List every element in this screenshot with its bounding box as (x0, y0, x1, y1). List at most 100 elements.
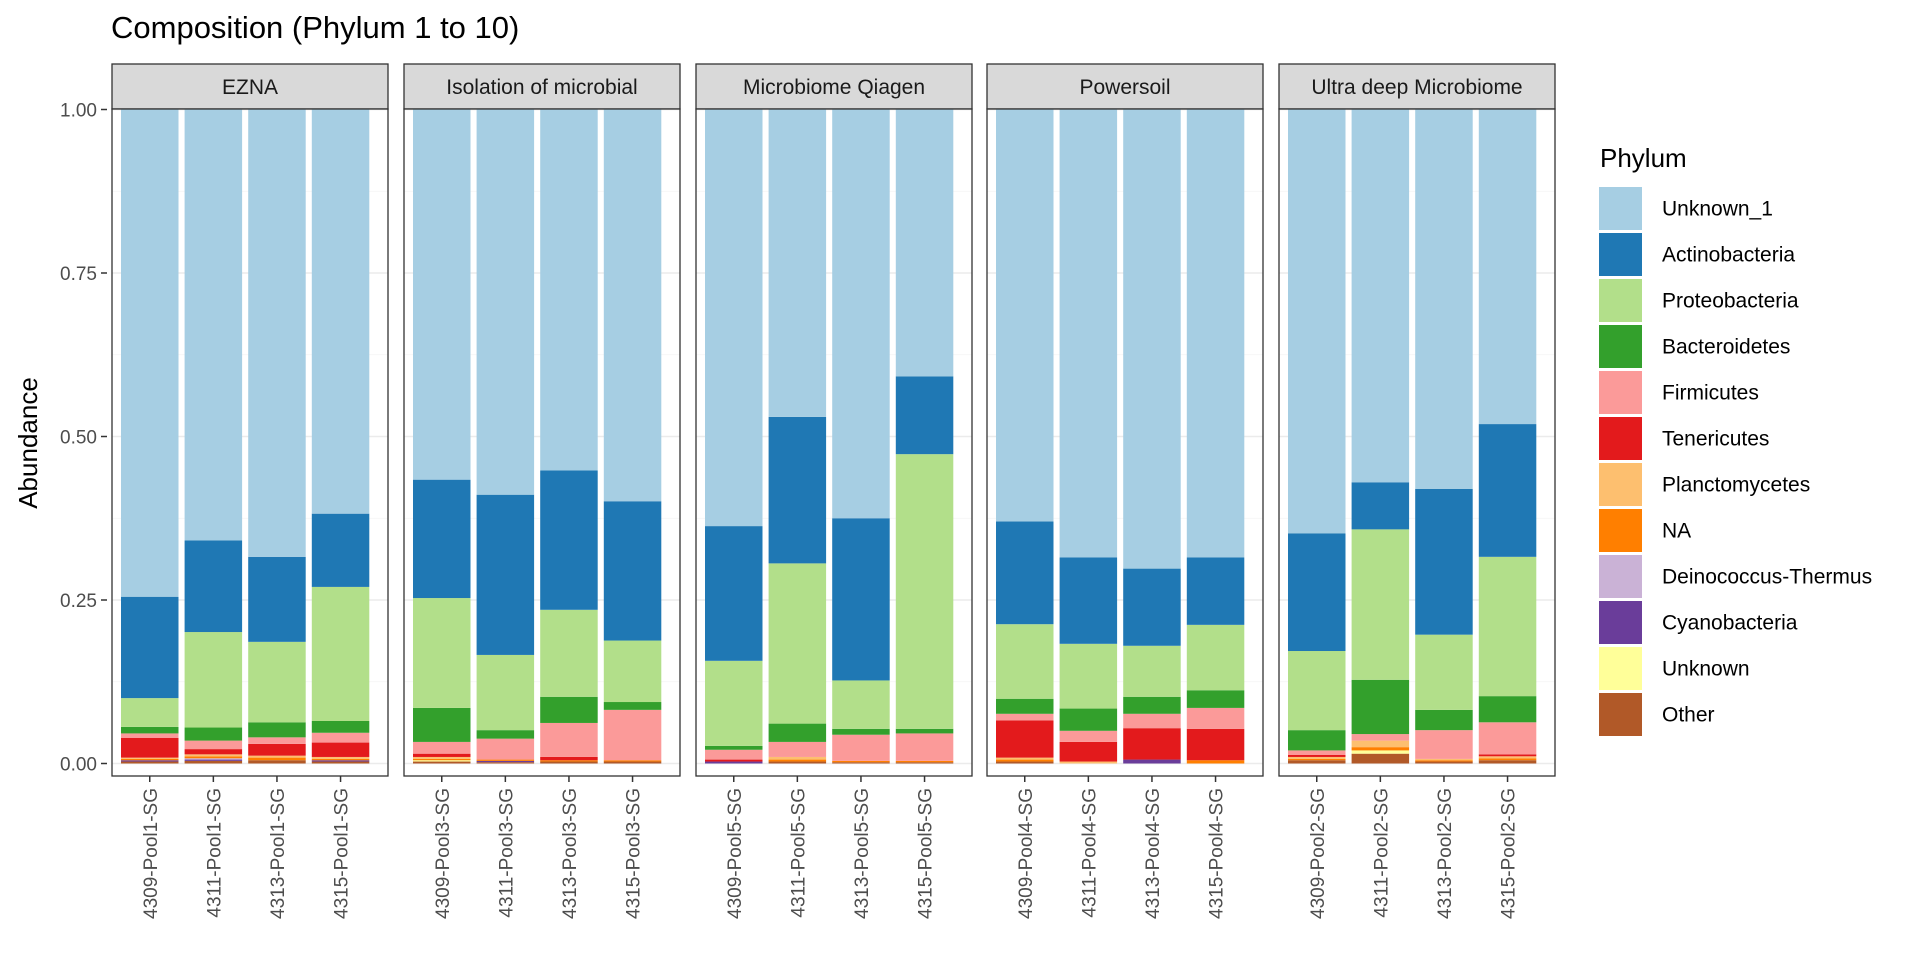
stacked-bar (603, 109, 662, 764)
bar-segment (121, 726, 179, 734)
bar-segment (1123, 759, 1181, 764)
bar-segment (705, 761, 763, 764)
y-tick-label: 0.50 (60, 428, 97, 449)
bar-segment (996, 624, 1054, 699)
bar-segment (1415, 634, 1473, 710)
y-tick-label: 0.75 (60, 264, 97, 285)
legend-label: Actinobacteria (1662, 244, 1795, 267)
bar-segment (768, 759, 827, 762)
bar-segment (540, 109, 598, 471)
bar-segment (1478, 556, 1537, 697)
legend-key (1599, 325, 1642, 368)
facet-panel: EZNA 4309-Pool1-SG 4311-Pool1-SG 4313-Pool1… (111, 63, 389, 919)
bar-segment (121, 737, 179, 758)
bar-segment (1186, 728, 1245, 761)
legend-item: Bacteroidetes (1599, 325, 1790, 368)
bar-segment (413, 479, 471, 599)
legend-item: Planctomycetes (1599, 463, 1810, 506)
legend-item: Deinococcus-Thermus (1599, 555, 1872, 598)
facet-strip-label: Ultra deep Microbiome (1311, 76, 1522, 99)
bar-segment (1059, 643, 1118, 709)
bar-segment (1186, 557, 1245, 625)
facet-strip (695, 63, 973, 110)
bar-segment (1123, 713, 1181, 729)
bar-segment (311, 761, 370, 764)
facet-panel: Isolation of microbial 4309-Pool3-SG 4311-… (403, 63, 681, 919)
bar-segment (603, 702, 662, 710)
stacked-bar (540, 109, 598, 764)
bar-segment (413, 109, 471, 480)
x-tick-label: 4313-Pool1-SG (268, 788, 289, 919)
legend-item: Actinobacteria (1599, 233, 1795, 276)
bar-segment (311, 732, 370, 743)
bar-segment (705, 745, 763, 750)
facet-strip-label: Isolation of microbial (446, 76, 637, 99)
y-tick-label: 1.00 (60, 101, 97, 122)
bar-segment (895, 109, 954, 377)
bar-segment (184, 632, 243, 728)
bar-segment (1288, 754, 1346, 757)
facet-strip (986, 63, 1264, 110)
bar-segment (476, 109, 535, 495)
bar-segment (184, 759, 243, 761)
stacked-bar (311, 109, 370, 764)
bar-segment (1478, 696, 1537, 723)
x-tick-label: 4309-Pool1-SG (141, 788, 162, 919)
x-tick-label: 4315-Pool5-SG (916, 788, 937, 919)
bar-segment (1059, 708, 1118, 731)
bar-segment (121, 761, 179, 764)
bar-segment (705, 749, 763, 760)
bar-segment (1288, 109, 1346, 534)
x-tick-label: 4313-Pool5-SG (852, 788, 873, 919)
x-tick-label: 4311-Pool2-SG (1371, 788, 1392, 918)
legend-label: Other (1662, 704, 1715, 727)
bar-segment (768, 723, 827, 742)
bar-segment (1288, 533, 1346, 652)
bar-segment (311, 513, 370, 587)
bar-segment (311, 109, 370, 514)
bar-segment (895, 376, 954, 455)
bar-segment (1478, 756, 1537, 759)
bar-segment (1288, 730, 1346, 751)
bar-segment (540, 696, 598, 723)
facet-panel: Powersoil 4309-Pool4-SG 4311-Pool4-SG 4313-… (986, 63, 1264, 919)
bar-segment (1288, 758, 1346, 761)
bar-segment (1351, 750, 1410, 754)
y-axis-title: Abundance (13, 377, 43, 509)
bar-segment (1415, 730, 1473, 759)
bar-segment (603, 709, 662, 761)
legend-key (1599, 187, 1642, 230)
bar-segment (184, 740, 243, 750)
legend-label: Deinococcus-Thermus (1662, 566, 1872, 589)
legend-label: Cyanobacteria (1662, 612, 1798, 635)
bar-segment (476, 494, 535, 655)
bar-segment (121, 758, 179, 761)
bar-segment (768, 109, 827, 417)
legend-label: NA (1662, 520, 1691, 543)
facet-panel: Microbiome Qiagen 4309-Pool5-SG 4311-Pool5… (695, 63, 973, 919)
bar-segment (476, 762, 535, 764)
stacked-bar (996, 109, 1054, 764)
bar-segment (832, 680, 890, 729)
bar-segment (311, 720, 370, 733)
bar-segment (1351, 740, 1410, 748)
bar-segment (413, 753, 471, 757)
bar-segment (248, 757, 306, 761)
bar-segment (248, 556, 306, 642)
bar-segment (413, 761, 471, 764)
bar-segment (1288, 756, 1346, 759)
y-tick-label: 0.00 (60, 755, 97, 776)
stacked-bar (1478, 109, 1537, 764)
bar-segment (540, 761, 598, 764)
x-tick-label: 4311-Pool3-SG (496, 788, 517, 918)
bar-segment (311, 756, 370, 759)
bar-segment (1351, 679, 1410, 735)
bar-segment (895, 760, 954, 763)
legend-label: Unknown (1662, 658, 1750, 681)
bar-segment (476, 738, 535, 760)
bar-segment (121, 760, 179, 762)
bar-segment (184, 760, 243, 764)
bar-segment (248, 743, 306, 756)
legend-item: Tenericutes (1599, 417, 1769, 460)
